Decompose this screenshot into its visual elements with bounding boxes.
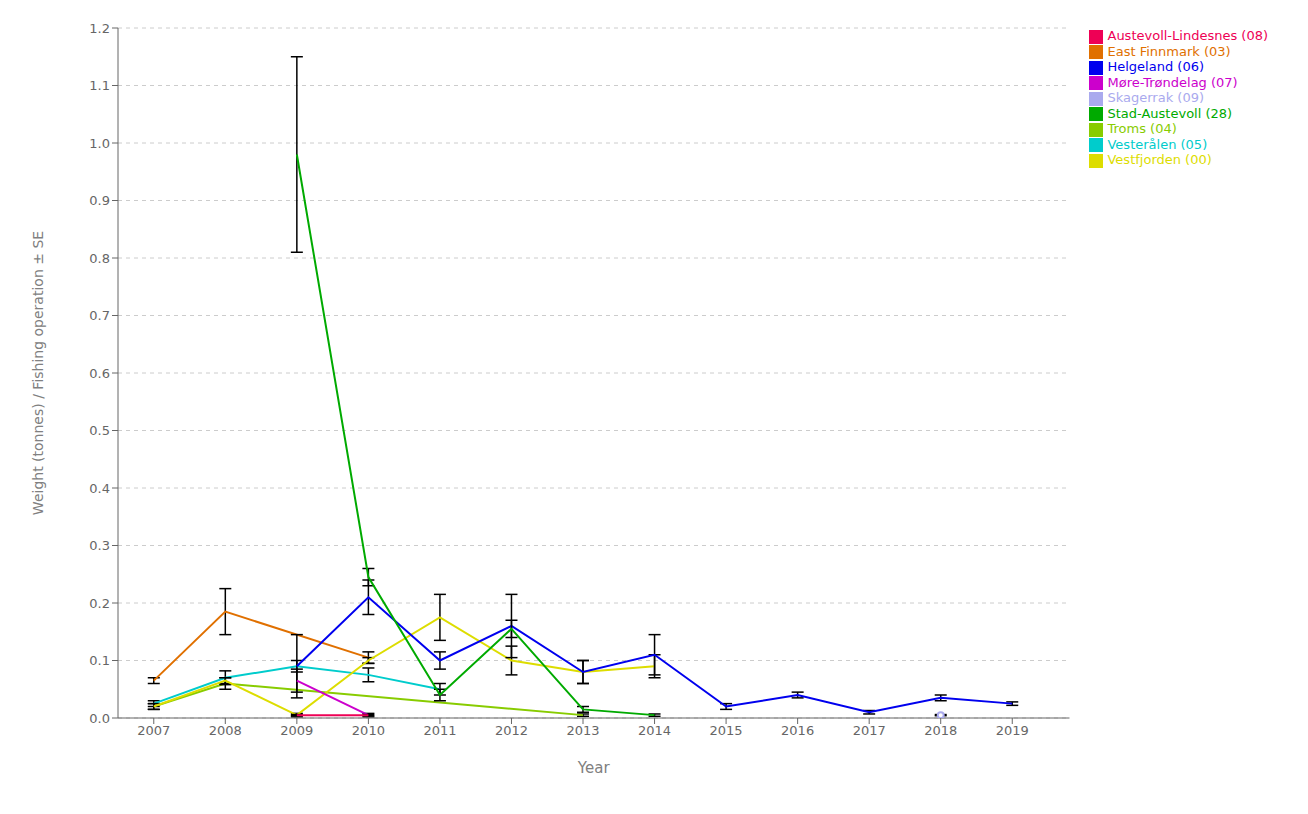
- svg-text:2010: 2010: [352, 723, 385, 738]
- html-text:Vesterålen (05): Vesterålen (05): [1107, 136, 1208, 152]
- svg-text:Year: Year: [577, 759, 611, 777]
- svg-text:2012: 2012: [495, 723, 528, 738]
- svg-text:1.2: 1.2: [89, 21, 110, 36]
- html-text:Skagerrak (09): Skagerrak (09): [1107, 90, 1204, 105]
- svg-text:0.8: 0.8: [89, 251, 110, 266]
- svg-text:0.9: 0.9: [89, 193, 110, 208]
- svg-text:0.7: 0.7: [89, 308, 110, 323]
- html-text:Møre-Trøndelag (07): Møre-Trøndelag (07): [1107, 74, 1238, 90]
- html-text:Stad-Austevoll (28): Stad-Austevoll (28): [1107, 105, 1233, 121]
- svg-text:Weight (tonnes) / Fishing oper: Weight (tonnes) / Fishing operation ± SE: [30, 231, 46, 515]
- svg-text:2007: 2007: [137, 723, 170, 738]
- svg-text:2011: 2011: [423, 723, 456, 738]
- svg-text:0.6: 0.6: [89, 366, 110, 381]
- svg-text:2009: 2009: [280, 723, 313, 738]
- svg-text:2016: 2016: [781, 723, 814, 738]
- svg-text:2015: 2015: [710, 723, 743, 738]
- html-text:Austevoll-Lindesnes (08): Austevoll-Lindesnes (08): [1107, 28, 1268, 43]
- svg-text:0.0: 0.0: [89, 711, 110, 726]
- svg-text:0.5: 0.5: [89, 423, 110, 438]
- svg-text:0.2: 0.2: [89, 596, 110, 611]
- svg-text:0.4: 0.4: [89, 481, 110, 496]
- html-text:Helgeland (06): Helgeland (06): [1107, 59, 1204, 74]
- svg-text:2014: 2014: [638, 723, 671, 738]
- svg-text:1.1: 1.1: [89, 78, 110, 93]
- svg-text:1.0: 1.0: [89, 136, 110, 151]
- html-text:Vestfjorden (00): Vestfjorden (00): [1107, 152, 1212, 167]
- html-text:East Finnmark (03): East Finnmark (03): [1107, 43, 1231, 59]
- svg-text:2018: 2018: [924, 723, 957, 738]
- html-text:Troms (04): Troms (04): [1107, 121, 1177, 136]
- svg-text:0.3: 0.3: [89, 538, 110, 553]
- svg-text:0.1: 0.1: [89, 653, 110, 668]
- svg-text:2019: 2019: [996, 723, 1029, 738]
- svg-text:2013: 2013: [566, 723, 599, 738]
- svg-text:2008: 2008: [209, 723, 242, 738]
- svg-text:2017: 2017: [853, 723, 886, 738]
